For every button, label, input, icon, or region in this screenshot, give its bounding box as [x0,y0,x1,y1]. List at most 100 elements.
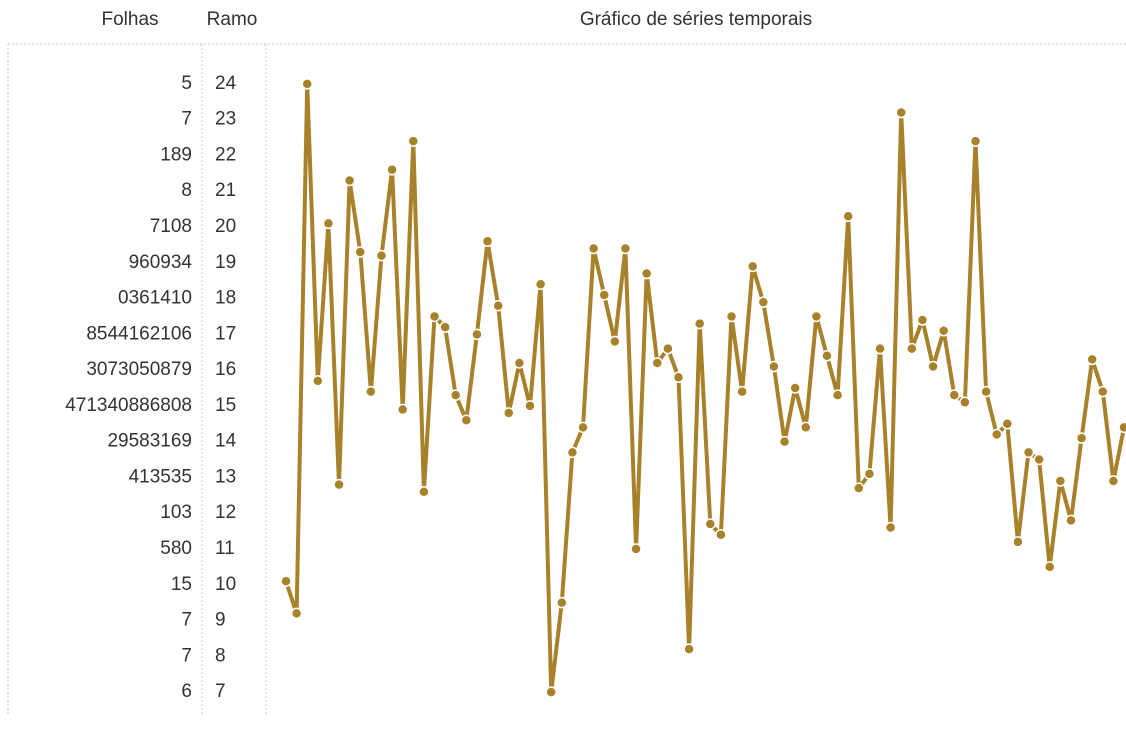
data-point [524,400,536,412]
data-point [1012,536,1024,548]
data-point [980,385,992,398]
stem-label: 24 [215,73,237,94]
data-point [683,643,695,655]
data-point [545,686,557,698]
data-point [566,446,579,459]
data-point [375,249,388,262]
data-point [1075,432,1088,444]
data-point [587,242,600,255]
data-point [810,310,823,323]
stem-label: 23 [215,109,236,130]
data-point [842,210,854,223]
data-point [407,135,420,147]
data-point [365,385,377,398]
data-point [290,607,303,620]
stem-label: 16 [215,359,236,380]
data-point [418,486,430,498]
stem-label: 22 [215,144,236,165]
data-point [821,350,833,362]
data-point [1097,385,1109,398]
leaf-label: 413535 [129,466,192,487]
data-point [831,389,844,401]
data-point [556,596,568,609]
data-point [1118,421,1126,434]
data-point [609,335,621,348]
data-point [725,310,738,323]
stem-label: 19 [215,252,236,273]
data-point [662,342,674,355]
data-point [630,543,642,555]
data-point [800,421,812,434]
stem-label: 21 [215,180,236,201]
leaf-label: 6 [181,681,192,702]
data-point [312,375,324,387]
stem-label: 15 [215,395,236,416]
leaf-label: 8 [181,180,192,201]
data-point [948,389,961,401]
data-point [503,407,515,419]
data-point [874,342,886,355]
data-point [322,217,335,230]
stem-label: 7 [215,681,226,702]
data-point [460,414,473,426]
stem-label: 20 [215,216,236,237]
data-point [577,421,589,434]
data-point [757,296,770,308]
data-point [1086,353,1098,366]
data-point [704,518,717,530]
stem-label: 18 [215,288,236,309]
stem-label: 9 [215,610,226,631]
data-point [301,78,313,90]
stem-label: 14 [215,431,237,452]
data-point [333,478,345,491]
leaf-label: 29583169 [107,431,192,452]
data-point [343,174,356,187]
leaf-label: 8544162106 [86,323,192,344]
data-point [1033,453,1045,466]
data-point [471,328,483,341]
chart-title: Gráfico de séries temporais [580,9,812,30]
data-point [1043,561,1056,573]
data-point [1054,475,1067,487]
data-point [789,382,801,394]
data-point [651,357,664,369]
stem-label: 11 [215,538,235,559]
leaves-header: Folhas [101,9,158,30]
data-point [513,357,526,369]
leaf-label: 189 [160,144,192,165]
leaf-label: 7 [181,645,192,666]
leaf-label: 960934 [129,252,193,273]
data-point [640,267,653,280]
data-point [895,106,907,119]
data-point [428,310,441,323]
data-point [619,242,632,255]
data-point [768,360,780,373]
leaf-label: 580 [160,538,192,559]
data-point [853,482,865,494]
data-point [354,246,367,258]
data-point [534,278,547,290]
data-point [884,521,897,534]
stem-label: 13 [215,466,236,487]
data-point [598,289,610,301]
data-point [1001,418,1014,430]
data-point [396,403,409,416]
stem-label: 17 [215,323,236,344]
data-point [449,389,462,401]
stem-label: 12 [215,502,236,523]
data-point [906,342,918,355]
data-point [386,164,398,176]
data-point [863,468,876,480]
data-point [1022,446,1035,459]
data-point [693,317,706,330]
series-line [284,81,1126,695]
data-point [481,235,494,248]
data-point [672,371,685,384]
stem-label: 10 [215,574,236,595]
leaf-label: 15 [171,574,192,595]
leaf-label: 103 [160,502,192,523]
data-point [959,396,971,409]
data-point [916,314,929,326]
data-point [969,135,982,147]
